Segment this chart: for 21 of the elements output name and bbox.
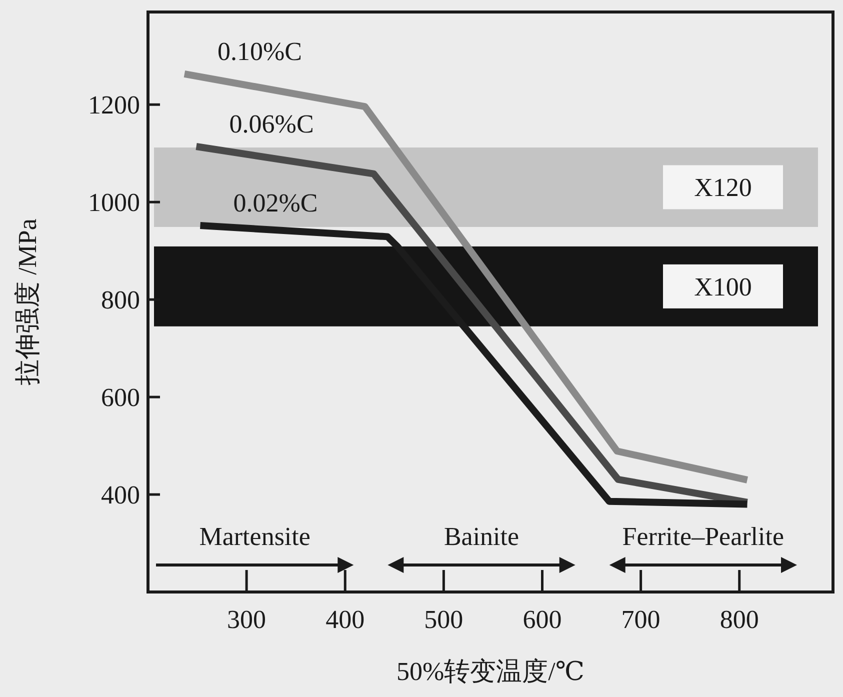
y-tick-label: 800 [101,286,140,315]
x-tick-label: 500 [424,605,464,634]
series-label: 0.10%C [217,36,302,66]
x-tick-label: 400 [326,605,365,634]
annotation: Ferrite–Pearlite [622,522,784,551]
annotation: Bainite [444,522,520,551]
x-tick-label: 600 [522,605,562,634]
series-label: 0.06%C [229,110,314,139]
y-tick-label: 600 [101,383,140,412]
y-tick-label: 1200 [88,90,140,120]
x-tick-label: 300 [227,605,266,634]
annotation: Martensite [199,522,310,551]
y-tick-label: 400 [101,480,140,510]
y-axis-title: 拉伸强度 /MPa [13,218,42,386]
y-tick-label: 1000 [88,188,140,218]
x-axis-title: 50%转变温度/℃ [396,657,584,686]
series-label: 0.02%C [233,188,318,218]
band-label: X120 [694,173,752,202]
x-tick-label: 700 [621,605,660,634]
band-label: X100 [694,272,752,302]
x-tick-label: 800 [720,605,759,634]
